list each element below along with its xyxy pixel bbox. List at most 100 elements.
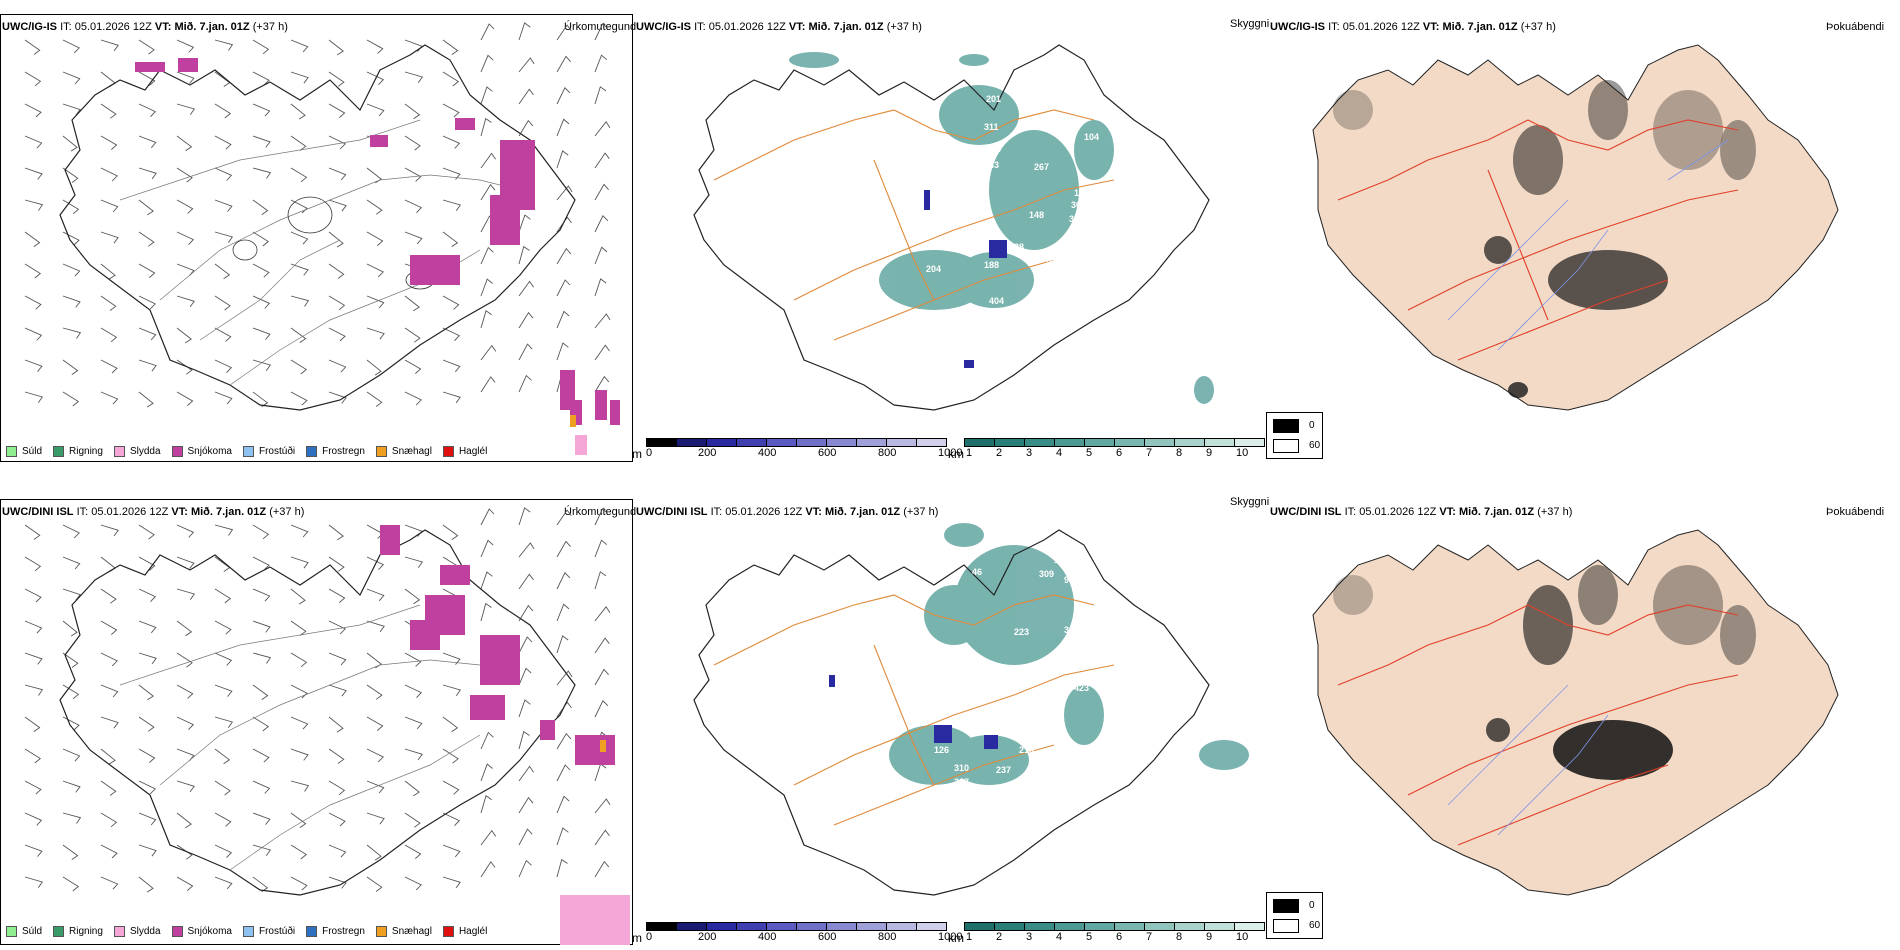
wind-barb [480,376,496,393]
colorbar-segment [1144,438,1175,447]
wind-barb [100,295,117,311]
fog-header: UWC/DINI ISL IT: 05.01.2026 12Z VT: Mið.… [1270,505,1572,519]
wind-barb [328,263,345,279]
wind-barb [366,199,383,215]
ptype-title: Úrkomutegund [564,506,637,518]
vt-value: Mið. 7.jan. 01Z [1458,506,1535,518]
wind-barb [100,359,118,374]
roads-orange [713,594,1115,826]
fog-swatch-60 [1273,919,1299,933]
wind-barb [404,844,422,859]
wind-barb [328,524,344,541]
wind-barb [594,860,610,878]
wind-barb [214,812,232,827]
wind-barb [404,876,422,891]
colorbar-tick-label: 6 [1116,931,1123,943]
colorbar-tick-label: 10 [1236,931,1249,943]
wind-barb [328,652,347,666]
wind-barb [594,215,609,233]
ceiling-label: 255 [986,144,1001,154]
wind-barb [328,103,346,118]
wind-barb [366,327,385,340]
vt-label: VT: [788,21,806,33]
wind-barb [442,359,461,373]
wind-barb [328,748,345,764]
wind-barb [480,861,496,878]
wind-barb [442,748,459,764]
wind-barb [404,167,422,182]
wind-barb [556,764,571,782]
roads [119,119,521,386]
wind-barb [214,620,232,635]
wind-barb [404,556,424,568]
colorbar-tick-label: 1 [966,447,973,459]
roads-orange [713,109,1115,341]
wind-barb [594,507,609,526]
colorbar-tick-label: 400 [758,931,777,943]
model-name: UWC/DINI ISL [2,506,74,518]
wind-barb [214,263,231,280]
iceland-coastline [693,44,1210,411]
wind-barb [252,327,271,340]
ceiling-label: 177 [1054,555,1069,565]
wind-barb [556,603,570,622]
lead-time: (+37 h) [903,506,939,518]
it-label: IT: [1344,506,1357,518]
wind-barb [518,796,534,814]
legend-item-drizzle: Súld [6,925,42,937]
colorbar-tick-label: 1000 [938,931,963,943]
colorbar-tick-label: 3 [1026,931,1033,943]
ceiling-label: 184 [1074,188,1089,198]
wind-barb [176,780,195,793]
lead-time: (+37 h) [252,21,288,33]
wind-barb [214,524,234,536]
wind-barb [24,71,42,87]
wind-barb [556,795,570,814]
wind-barb [138,295,156,310]
ceiling-label: 270 [962,214,977,224]
wind-barb [480,23,495,41]
fog-title: Þokuábendi [1826,506,1885,518]
wind-barb [62,39,80,54]
wind-barb [404,135,421,151]
colorbar-tick-label: 0 [646,931,653,943]
ceiling-labels: 201 311 255 243 267 184 104 305 321 238 188 404 204 1… [809,94,1114,306]
wind-barb [594,606,611,622]
wind-barb [290,295,310,307]
sleet-area [560,895,630,945]
wind-barb [252,748,270,763]
visibility-panel-bottom: UWC/DINI ISL IT: 05.01.2026 12Z VT: Mið.… [632,485,1274,950]
wind-barb [442,524,459,540]
ceiling-label: 126 [934,745,949,755]
ptype-legend: Súld Rigning Slydda Snjókoma Frostúði Fr… [0,436,498,466]
wind-barb [328,588,346,603]
wind-barb [328,295,346,311]
wind-barb [480,152,496,169]
blue-rivers [1447,684,1609,836]
ceiling-label: 98 [1064,575,1074,585]
wind-barb [290,588,306,605]
wind-barb [366,167,382,184]
ptype-header: UWC/IG-IS IT: 05.01.2026 12Z VT: Mið. 7.… [2,20,288,34]
ceiling-label: 167 [799,707,814,717]
wind-barb [252,359,272,371]
model-name: UWC/DINI ISL [636,506,708,518]
ceiling-label: 223 [1014,627,1029,637]
wind-barb [556,509,572,526]
wind-barb [290,652,308,668]
wind-barb [442,39,459,55]
wind-barb [138,71,156,86]
colorbar-tick-label: 400 [758,447,777,459]
wind-barb [62,780,81,793]
vt-label: VT: [805,506,822,518]
wind-barb [252,199,269,215]
colorbar-segment [886,922,917,931]
wind-barb [328,167,347,181]
wind-barb [328,391,347,404]
wind-barb [594,152,610,169]
wind-barb [518,343,533,361]
wind-barb [442,716,459,733]
lead-time: (+37 h) [1537,506,1573,518]
wind-barb [290,684,308,699]
wind-barb [100,716,119,729]
